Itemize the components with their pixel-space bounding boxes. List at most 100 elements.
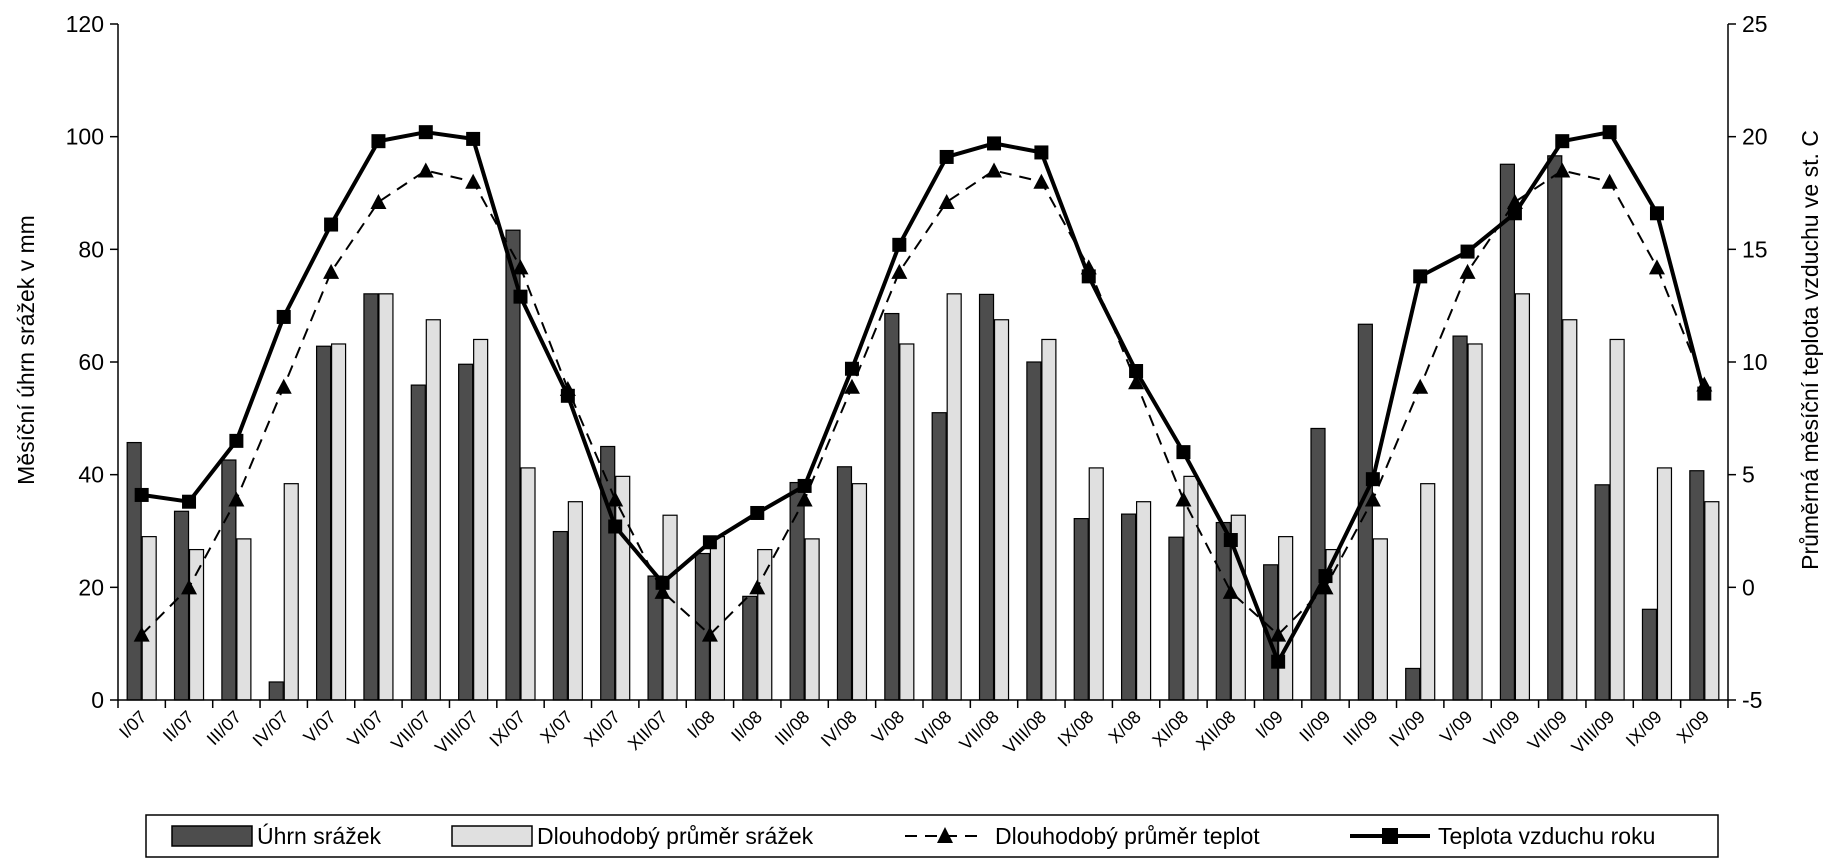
- bar-precip-avg: [1278, 536, 1294, 701]
- legend-label-precip-avg: Dlouhodobý průměr srážek: [537, 823, 814, 849]
- marker-temp: [702, 535, 717, 550]
- marker-temp-avg: [275, 378, 292, 394]
- bar-precip: [1310, 427, 1326, 701]
- marker-temp: [513, 289, 528, 304]
- bar-precip-avg: [1467, 343, 1483, 701]
- marker-temp: [1602, 125, 1617, 140]
- marker-temp: [608, 519, 623, 534]
- bar-precip: [978, 293, 995, 701]
- x-tick-label: X/07: [536, 707, 576, 747]
- marker-temp-avg: [1033, 173, 1050, 189]
- bar-precip: [1405, 667, 1421, 701]
- y-axis-label: Měsíční úhrn srážek v mm: [13, 215, 39, 485]
- marker-temp-avg: [843, 378, 860, 394]
- bar-precip-avg: [899, 343, 915, 701]
- marker-temp: [371, 134, 386, 149]
- bar-precip-avg: [567, 501, 583, 701]
- marker-temp: [1223, 533, 1238, 548]
- marker-temp-avg: [701, 626, 718, 642]
- marker-temp: [229, 433, 244, 448]
- bar-precip-avg: [1183, 475, 1199, 701]
- marker-temp: [1697, 386, 1712, 401]
- bar-precip-avg: [709, 536, 726, 701]
- x-tick-label: VIII/08: [999, 707, 1050, 758]
- bar-precip: [1641, 608, 1658, 701]
- x-tick-label: II/09: [1295, 707, 1334, 746]
- bar-precip-avg: [1514, 293, 1531, 701]
- bar-precip-avg: [1135, 501, 1152, 701]
- marker-temp-avg: [323, 263, 340, 279]
- x-tick-label: X/09: [1673, 707, 1713, 747]
- y-tick-label: 20: [78, 574, 104, 600]
- x-tick-label: II/07: [159, 707, 198, 746]
- marker-temp: [1176, 445, 1191, 460]
- x-tick-label: III/07: [203, 707, 245, 749]
- legend-marker-square: [1382, 828, 1398, 844]
- y2-tick-label: 25: [1742, 11, 1768, 37]
- marker-temp-avg: [228, 491, 245, 507]
- marker-temp: [1034, 145, 1049, 160]
- x-tick-label: XII/07: [624, 707, 671, 754]
- marker-temp: [892, 237, 907, 252]
- bar-precip: [1547, 155, 1563, 701]
- lines: [133, 125, 1713, 669]
- bar-precip-avg: [946, 293, 962, 701]
- marker-temp-avg: [1554, 162, 1571, 178]
- x-tick-label: XI/07: [580, 707, 624, 751]
- line-temp-avg: [140, 169, 1706, 636]
- bar-precip-avg: [615, 475, 631, 701]
- bar-precip-avg: [283, 483, 299, 701]
- bar-precip-avg: [425, 319, 441, 701]
- marker-temp: [1365, 472, 1380, 487]
- bar-precip: [458, 363, 474, 701]
- marker-temp: [987, 136, 1002, 151]
- x-tick-label: IX/08: [1054, 707, 1098, 751]
- marker-temp-avg: [465, 173, 482, 189]
- bar-precip: [410, 384, 426, 701]
- x-tick-label: XII/08: [1192, 707, 1239, 754]
- marker-temp: [655, 575, 670, 590]
- x-tick-label: VII/08: [955, 707, 1002, 754]
- marker-temp-avg: [1459, 263, 1476, 279]
- bar-precip-avg: [473, 338, 489, 701]
- marker-temp: [1413, 269, 1428, 284]
- legend-label-temp: Teplota vzduchu roku: [1438, 823, 1655, 849]
- legend: Úhrn srážek Dlouhodobý průměr srážek Dlo…: [145, 814, 1719, 858]
- legend-label-temp-avg: Dlouhodobý průměr teplot: [995, 823, 1260, 849]
- bar-precip-avg: [662, 514, 678, 701]
- axes: [110, 23, 1736, 708]
- bar-precip: [1026, 361, 1042, 701]
- bar-precip-avg: [804, 538, 820, 701]
- x-tick-label: VI/08: [912, 707, 956, 751]
- bar-precip-avg: [993, 319, 1010, 701]
- y-tick-label: 60: [78, 349, 104, 375]
- bar-precip-avg: [1562, 319, 1578, 701]
- legend-label-precip: Úhrn srážek: [257, 823, 381, 849]
- x-tick-label: IV/08: [817, 707, 861, 751]
- y2-tick-label: -5: [1742, 687, 1762, 713]
- marker-temp: [1318, 569, 1333, 584]
- x-tick-label: V/08: [868, 707, 908, 747]
- marker-temp-avg: [1270, 626, 1287, 642]
- marker-temp-avg: [749, 579, 766, 595]
- marker-temp: [1507, 206, 1522, 221]
- bar-precip-avg: [1609, 338, 1625, 701]
- marker-temp-avg: [1222, 583, 1239, 599]
- bar-precip: [1073, 518, 1089, 701]
- marker-temp-avg: [417, 162, 434, 178]
- x-tick-label: IX/07: [485, 707, 529, 751]
- y2-tick-label: 20: [1742, 124, 1768, 150]
- marker-temp: [134, 487, 149, 502]
- marker-temp-avg: [370, 194, 387, 210]
- bar-precip: [600, 445, 616, 701]
- bar-precip-avg: [1420, 483, 1436, 701]
- marker-temp: [844, 361, 859, 376]
- bar-precip-avg: [1372, 538, 1388, 701]
- bar-precip-avg: [1704, 501, 1720, 701]
- x-tick-label: IV/09: [1385, 707, 1429, 751]
- y2-axis-label: Průměrná měsíční teplota vzduchu ve st. …: [1797, 130, 1823, 570]
- legend-swatch-precip-avg: [451, 825, 533, 847]
- marker-temp-avg: [986, 162, 1003, 178]
- x-tick-label: VI/09: [1480, 707, 1524, 751]
- marker-temp: [560, 388, 575, 403]
